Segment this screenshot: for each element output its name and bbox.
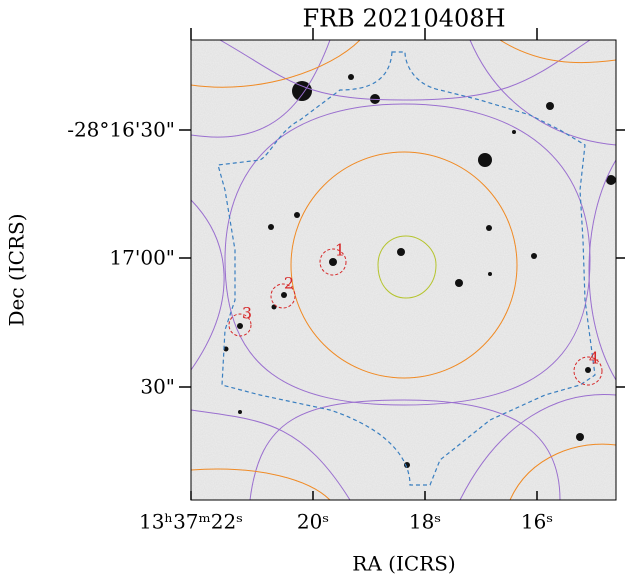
candidate-label: 4: [589, 349, 599, 368]
candidate-label: 2: [284, 274, 294, 293]
title: FRB 20210408H: [302, 5, 505, 33]
y-tick-label: 30": [140, 375, 175, 399]
x-tick-label: 18ˢ: [409, 510, 441, 534]
y-tick-label: -28°16'30": [67, 118, 175, 142]
y-tick-label: 17'00": [109, 246, 175, 270]
sky-image: 1 2 3 4: [191, 40, 616, 500]
x-axis-label: RA (ICRS): [352, 552, 455, 576]
y-axis-label: Dec (ICRS): [5, 214, 29, 327]
candidate-label: 1: [335, 241, 345, 260]
x-tick-label: 16ˢ: [521, 510, 553, 534]
candidate-label: 3: [242, 304, 252, 323]
frame: [190, 39, 617, 501]
x-tick-label: 20ˢ: [297, 510, 329, 534]
x-tick-label: 13ʰ37ᵐ22ˢ: [139, 510, 243, 534]
